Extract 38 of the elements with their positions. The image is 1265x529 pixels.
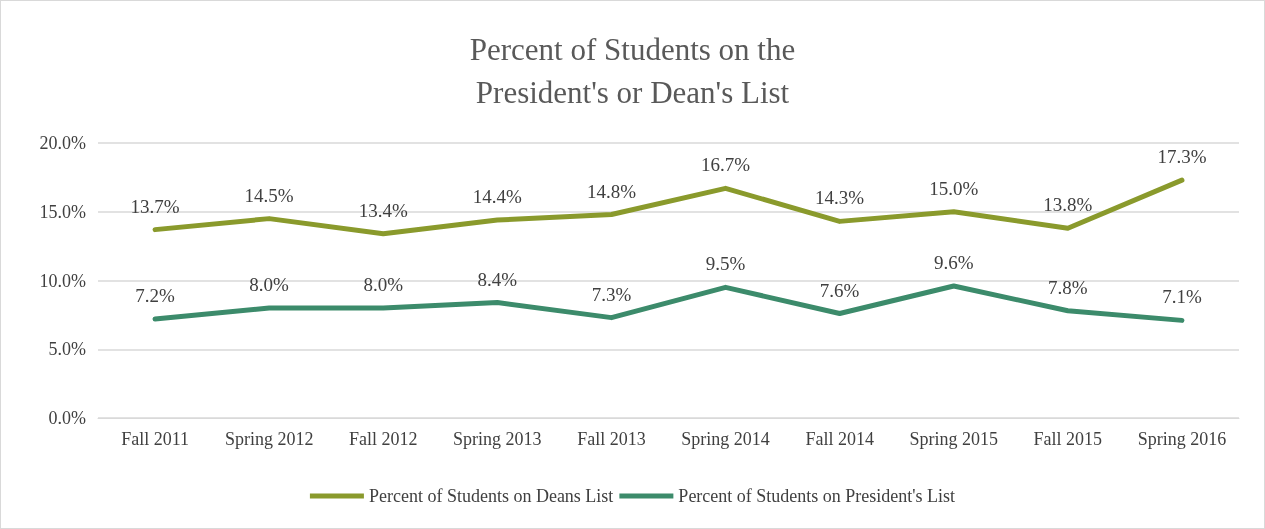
x-tick-label: Fall 2013 xyxy=(577,429,646,449)
data-label: 8.4% xyxy=(477,268,518,290)
x-tick-label: Spring 2014 xyxy=(681,429,770,449)
data-label: 14.5% xyxy=(244,184,294,206)
y-tick-label: 10.0% xyxy=(39,270,86,291)
data-label: 16.7% xyxy=(701,154,751,176)
y-tick-label: 20.0% xyxy=(39,133,86,153)
x-tick-label: Fall 2015 xyxy=(1033,429,1103,449)
data-label: 13.8% xyxy=(1043,194,1093,216)
chart-title: Percent of Students on the President's or Dean's List xyxy=(469,32,796,110)
data-label: 17.3% xyxy=(1157,146,1207,168)
data-label: 14.4% xyxy=(472,186,523,207)
x-tick-label: Spring 2016 xyxy=(1137,429,1227,449)
y-tick-label: 5.0% xyxy=(48,339,86,360)
data-label: 13.4% xyxy=(358,199,408,221)
data-label: 7.1% xyxy=(1162,286,1202,308)
legend-label: Percent of Students on President's List xyxy=(678,486,956,506)
data-label: 15.0% xyxy=(929,177,979,199)
x-tick-label: Fall 2012 xyxy=(348,429,418,449)
y-tick-label: 15.0% xyxy=(39,201,86,222)
legend-label: Percent of Students on Deans List xyxy=(368,486,614,506)
data-label: 9.6% xyxy=(933,252,974,273)
data-label: 9.5% xyxy=(705,253,746,275)
data-label: 13.7% xyxy=(130,195,180,217)
data-label: 7.8% xyxy=(1048,276,1088,298)
x-tick-label: Spring 2015 xyxy=(909,429,999,449)
data-label: 14.3% xyxy=(815,187,865,209)
data-label: 7.2% xyxy=(135,285,176,306)
data-label: 8.0% xyxy=(249,274,290,295)
data-label: 14.8% xyxy=(586,180,637,202)
data-label: 7.3% xyxy=(591,283,632,305)
data-label: 8.0% xyxy=(363,274,404,295)
x-tick-label: Fall 2011 xyxy=(121,429,189,449)
y-tick-label: 0.0% xyxy=(48,408,86,428)
x-tick-label: Spring 2013 xyxy=(453,429,542,449)
x-tick-label: Spring 2012 xyxy=(224,429,314,449)
x-tick-label: Fall 2014 xyxy=(805,429,874,449)
data-label: 7.6% xyxy=(819,279,860,301)
